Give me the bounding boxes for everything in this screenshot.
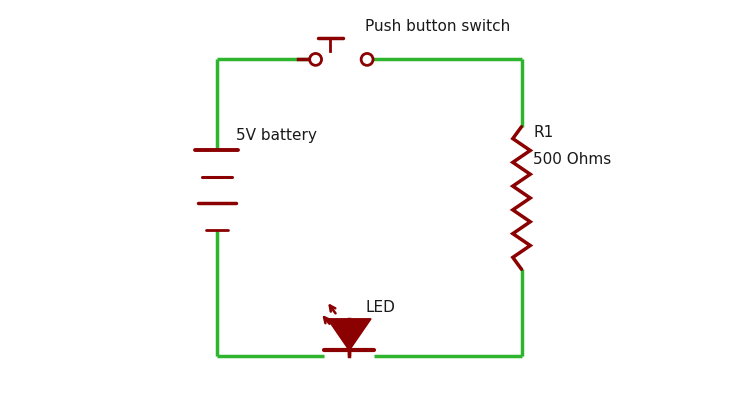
Circle shape	[310, 53, 322, 65]
Text: 500 Ohms: 500 Ohms	[533, 152, 612, 168]
Text: Push button switch: Push button switch	[365, 19, 510, 34]
Text: R1: R1	[533, 125, 554, 140]
Text: LED: LED	[365, 300, 395, 315]
Text: 5V battery: 5V battery	[236, 128, 317, 143]
Circle shape	[362, 53, 373, 65]
Polygon shape	[328, 319, 371, 350]
